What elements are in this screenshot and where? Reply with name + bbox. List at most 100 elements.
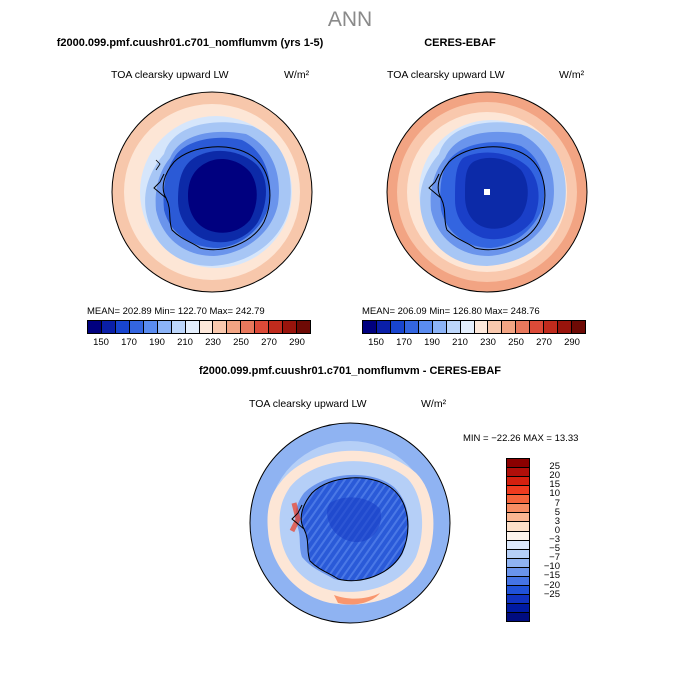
panel-obs-colorbar-swatch-4 bbox=[418, 321, 433, 333]
diff-colorbar-tick-label: 5 bbox=[554, 506, 560, 518]
panel-model-colorbar-swatch-0 bbox=[88, 321, 102, 333]
panel-obs-colorbar-swatch-13 bbox=[544, 321, 559, 333]
diff-colorbar-swatch-10 bbox=[507, 549, 529, 559]
panel-obs-colorbar-tick-label: 250 bbox=[508, 337, 524, 348]
panel-model-colorbar-ticks: 150 170 190 210 230 250 270 290 bbox=[87, 337, 311, 349]
diff-colorbar-tick-label: −10 bbox=[543, 561, 560, 573]
diff-colorbar-tick-label: 0 bbox=[554, 524, 560, 536]
diff-colorbar-tick-label: −25 bbox=[543, 588, 560, 600]
diff-colorbar-tick-label: −7 bbox=[549, 552, 560, 564]
panel-obs-colorbar-swatch-3 bbox=[404, 321, 419, 333]
panel-obs-colorbar-tick-label: 290 bbox=[564, 337, 580, 348]
panel-model-colorbar-swatch-1 bbox=[101, 321, 116, 333]
diff-colorbar-swatch-7 bbox=[507, 522, 529, 532]
panel-model-colorbar-tick-label: 250 bbox=[233, 337, 249, 348]
panel-obs-title: CERES-EBAF bbox=[424, 37, 496, 49]
diff-colorbar-swatch-1 bbox=[507, 468, 529, 478]
panel-obs-colorbar-ticks: 150 170 190 210 230 250 270 290 bbox=[362, 337, 586, 349]
panel-model-colorbar-swatch-13 bbox=[269, 321, 284, 333]
diff-colorbar-swatch-15 bbox=[507, 594, 529, 604]
diff-colorbar-swatch-0 bbox=[507, 459, 529, 469]
panel-obs-colorbar-tick-label: 190 bbox=[424, 337, 440, 348]
diff-colorbar-swatch-4 bbox=[507, 495, 529, 505]
panel-obs-colorbar-swatch-8 bbox=[474, 321, 489, 333]
diff-colorbar-swatch-5 bbox=[507, 504, 529, 514]
panel-model-colorbar-swatch-14 bbox=[283, 321, 298, 333]
panel-model-units-label: W/m² bbox=[284, 69, 310, 81]
panel-obs-colorbar-tick-label: 170 bbox=[396, 337, 412, 348]
panel-model-stats: MEAN= 202.89 Min= 122.70 Max= 242.79 bbox=[87, 306, 265, 317]
panel-obs-colorbar-swatch-10 bbox=[502, 321, 517, 333]
page-title: ANN bbox=[327, 8, 373, 31]
panel-model-colorbar-swatch-8 bbox=[199, 321, 214, 333]
diff-colorbar-swatch-11 bbox=[507, 558, 529, 568]
diff-colorbar-tick-label: −5 bbox=[549, 543, 560, 555]
diff-panel-polar-map bbox=[249, 422, 451, 624]
panel-model-colorbar-swatch-6 bbox=[171, 321, 186, 333]
panel-model-colorbar-swatch-4 bbox=[143, 321, 158, 333]
diff-colorbar-tick-label: −3 bbox=[549, 534, 560, 545]
panel-model-colorbar-tick-label: 190 bbox=[149, 337, 165, 348]
diff-panel-units-label: W/m² bbox=[421, 398, 447, 410]
panel-obs-colorbar-swatch-2 bbox=[390, 321, 405, 333]
panel-model-colorbar-swatch-9 bbox=[213, 321, 228, 333]
panel-obs-colorbar-tick-label: 210 bbox=[452, 337, 468, 348]
panel-obs-colorbar-swatch-5 bbox=[432, 321, 447, 333]
panel-obs-colorbar-swatch-14 bbox=[558, 321, 573, 333]
panel-obs-colorbar-swatch-0 bbox=[363, 321, 377, 333]
panel-model-colorbar-tick-label: 270 bbox=[261, 337, 277, 348]
panel-model-title: f2000.099.pmf.cuushr01.c701_nomflumvm (y… bbox=[56, 37, 324, 49]
diff-colorbar-swatch-14 bbox=[507, 585, 529, 595]
panel-obs-colorbar-swatch-9 bbox=[488, 321, 503, 333]
panel-obs-colorbar-tick-label: 230 bbox=[480, 337, 496, 348]
panel-model-polar-map bbox=[111, 91, 313, 293]
diff-colorbar-swatch-2 bbox=[507, 477, 529, 487]
panel-model-colorbar-swatch-11 bbox=[241, 321, 256, 333]
panel-obs-colorbar-swatch-7 bbox=[460, 321, 475, 333]
panel-model-variable-label: TOA clearsky upward LW bbox=[111, 69, 229, 81]
panel-model-colorbar-tick-label: 150 bbox=[93, 337, 109, 348]
panel-model-colorbar-swatch-2 bbox=[115, 321, 130, 333]
diff-colorbar-tick-label: −20 bbox=[543, 579, 560, 591]
diff-colorbar-tick-label: 15 bbox=[549, 479, 560, 491]
diff-panel-colorbar-ticks: 25 20 15 10 7 5 3 0 −3 −5 −7 −10 −15 −20 −25 bbox=[532, 458, 572, 622]
panel-obs-colorbar-tick-label: 270 bbox=[536, 337, 552, 348]
panel-obs-polar-map bbox=[386, 91, 588, 293]
diff-colorbar-tick-label: 25 bbox=[549, 461, 560, 473]
diff-colorbar-swatch-6 bbox=[507, 513, 529, 523]
panel-model-colorbar-tick-label: 230 bbox=[205, 337, 221, 348]
panel-model-colorbar-swatch-10 bbox=[227, 321, 242, 333]
panel-model-colorbar-tick-label: 290 bbox=[289, 337, 305, 348]
diff-colorbar-swatch-12 bbox=[507, 567, 529, 577]
panel-obs-colorbar-tick-label: 150 bbox=[368, 337, 384, 348]
diff-colorbar-swatch-16 bbox=[507, 604, 529, 614]
diff-colorbar-tick-label: 7 bbox=[554, 497, 560, 509]
panel-obs-variable-label: TOA clearsky upward LW bbox=[387, 69, 505, 81]
panel-model-colorbar-tick-label: 210 bbox=[177, 337, 193, 348]
panel-obs-colorbar-swatch-15 bbox=[572, 321, 585, 333]
diff-colorbar-tick-label: 3 bbox=[554, 515, 560, 527]
panel-obs-units-label: W/m² bbox=[559, 69, 585, 81]
panel-model-colorbar-swatch-7 bbox=[185, 321, 200, 333]
panel-obs-colorbar bbox=[362, 320, 586, 334]
diff-panel-title: f2000.099.pmf.cuushr01.c701_nomflumvm - … bbox=[199, 365, 501, 377]
diff-colorbar-swatch-17 bbox=[507, 613, 529, 622]
panel-model-colorbar bbox=[87, 320, 311, 334]
diff-panel-variable-label: TOA clearsky upward LW bbox=[249, 398, 367, 410]
diff-colorbar-swatch-8 bbox=[507, 531, 529, 541]
panel-model-colorbar-swatch-15 bbox=[297, 321, 310, 333]
panel-obs-colorbar-swatch-12 bbox=[530, 321, 545, 333]
panel-obs-stats: MEAN= 206.09 Min= 126.80 Max= 248.76 bbox=[362, 306, 540, 317]
panel-model-colorbar-swatch-3 bbox=[129, 321, 144, 333]
panel-obs-colorbar-swatch-6 bbox=[446, 321, 461, 333]
panel-obs-colorbar-swatch-11 bbox=[516, 321, 531, 333]
diff-colorbar-swatch-13 bbox=[507, 576, 529, 586]
panel-model-colorbar-tick-label: 170 bbox=[121, 337, 137, 348]
panel-model-colorbar-swatch-5 bbox=[157, 321, 172, 333]
diff-panel-minmax: MIN = −22.26 MAX = 13.33 bbox=[463, 433, 579, 444]
diff-colorbar-swatch-3 bbox=[507, 486, 529, 496]
diff-colorbar-tick-label: 10 bbox=[549, 488, 560, 500]
diff-colorbar-swatch-9 bbox=[507, 540, 529, 550]
panel-obs-colorbar-swatch-1 bbox=[376, 321, 391, 333]
diff-colorbar-tick-label: −15 bbox=[543, 570, 560, 582]
